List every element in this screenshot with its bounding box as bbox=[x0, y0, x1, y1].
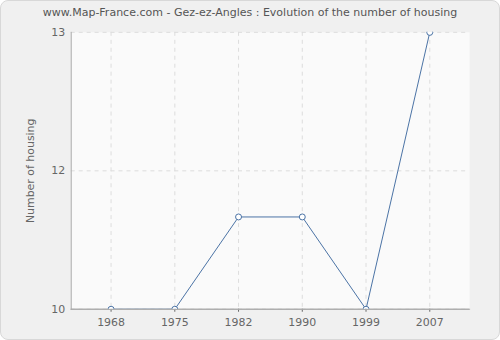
svg-text:1982: 1982 bbox=[225, 316, 253, 329]
svg-text:1990: 1990 bbox=[288, 316, 316, 329]
svg-text:1975: 1975 bbox=[161, 316, 189, 329]
svg-text:1968: 1968 bbox=[97, 316, 125, 329]
svg-text:10: 10 bbox=[51, 303, 65, 316]
svg-text:Number of housing: Number of housing bbox=[24, 119, 37, 224]
svg-text:2007: 2007 bbox=[416, 316, 444, 329]
svg-text:13: 13 bbox=[51, 26, 65, 39]
svg-text:12: 12 bbox=[51, 164, 65, 177]
html-text:www.Map-France.com - Gez-ez-An: www.Map-France.com - Gez-ez-Angles : Evo… bbox=[42, 6, 458, 19]
svg-text:1999: 1999 bbox=[352, 316, 380, 329]
